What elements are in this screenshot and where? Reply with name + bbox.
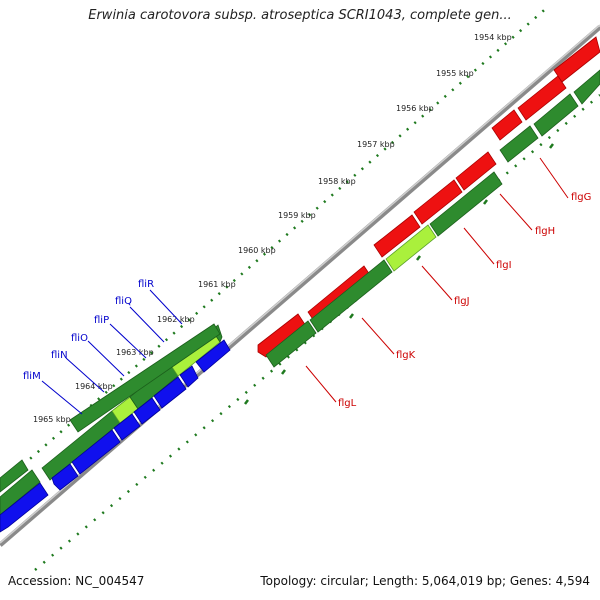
gene-segment-flgH[interactable] xyxy=(455,151,497,191)
forward-gene-track xyxy=(257,36,600,358)
tick-label: 1964 kbp xyxy=(75,382,113,391)
tick-label: 1954 kbp xyxy=(474,33,512,42)
gene-label-fliO[interactable]: fliO xyxy=(71,333,88,344)
gene-segment-flgG[interactable] xyxy=(491,109,523,141)
gene-segment-extra1[interactable] xyxy=(517,75,567,121)
gene-label-flgL[interactable]: flgL xyxy=(338,398,357,409)
tick-label: 1955 kbp xyxy=(436,69,474,78)
leader-line xyxy=(41,380,83,415)
tick-label: 1962 kbp xyxy=(157,315,195,324)
tick-label: 1957 kbp xyxy=(357,140,395,149)
gene-label-flgK[interactable]: flgK xyxy=(396,350,416,361)
leader-line xyxy=(109,323,147,359)
gene-segment-fliM[interactable] xyxy=(0,482,49,533)
gene-segment-fliN[interactable] xyxy=(51,463,79,491)
leader-line xyxy=(463,227,495,265)
genome-backbone xyxy=(0,25,600,547)
gene-label-flgG[interactable]: flgG xyxy=(571,192,591,203)
cds-track-left-upper xyxy=(0,323,221,493)
tick-label: 1956 kbp xyxy=(396,104,434,113)
gene-segment-extra2[interactable] xyxy=(553,36,600,83)
outer-dotted-ring xyxy=(0,4,551,486)
tick-label: 1961 kbp xyxy=(198,280,236,289)
gene-segment-fliP[interactable] xyxy=(113,413,141,441)
summary-label: Topology: circular; Length: 5,064,019 bp… xyxy=(260,574,590,588)
leader-line xyxy=(539,157,569,199)
leader-line xyxy=(361,317,395,355)
gene-segment-extra-blue2[interactable] xyxy=(195,339,231,373)
tick-labels: 1954 kbp 1955 kbp 1956 kbp 1957 kbp 1958 kbp… xyxy=(33,33,512,424)
gene-label-flgH[interactable]: flgH xyxy=(535,226,555,237)
gene-label-fliQ[interactable]: fliQ xyxy=(115,296,132,307)
gene-segment-fliO[interactable] xyxy=(71,429,121,475)
gene-label-fliP[interactable]: fliP xyxy=(94,315,109,326)
gene-segment-fliR[interactable] xyxy=(153,376,187,409)
cds-track-right xyxy=(265,69,600,368)
inner-track-ticks xyxy=(244,143,554,405)
tick-label: 1958 kbp xyxy=(318,177,356,186)
leader-line xyxy=(87,340,125,377)
gene-label-flgJ[interactable]: flgJ xyxy=(454,296,470,307)
gene-label-fliR[interactable]: fliR xyxy=(138,279,154,290)
tick-label: 1963 kbp xyxy=(116,348,154,357)
tick-label: 1960 kbp xyxy=(238,246,276,255)
inner-dotted-ring xyxy=(34,94,600,571)
leader-line xyxy=(149,289,183,325)
leader-line xyxy=(65,357,105,393)
gene-segment-extra-blue1[interactable] xyxy=(179,365,199,388)
leader-line xyxy=(305,365,337,403)
gene-labels-red: flgG flgH flgI flgJ flgK flgL xyxy=(305,157,591,409)
gene-label-fliM[interactable]: fliM xyxy=(23,371,41,382)
gene-label-flgI[interactable]: flgI xyxy=(496,260,512,271)
gene-segment-fliQ[interactable] xyxy=(133,397,161,425)
tick-label: 1965 kbp xyxy=(33,415,71,424)
map-title: Erwinia carotovora subsp. atroseptica SC… xyxy=(88,8,512,23)
gene-segment-flgJ[interactable] xyxy=(373,214,421,258)
leader-line xyxy=(499,193,533,231)
tick-label: 1959 kbp xyxy=(278,211,316,220)
gene-label-fliN[interactable]: fliN xyxy=(51,350,68,361)
leader-line xyxy=(421,265,453,301)
leader-line xyxy=(129,306,165,343)
gene-segment-flgI[interactable] xyxy=(413,179,463,225)
highlighted-cds-segment[interactable] xyxy=(385,224,437,272)
reverse-gene-track xyxy=(0,339,231,533)
accession-label: Accession: NC_004547 xyxy=(8,574,145,588)
